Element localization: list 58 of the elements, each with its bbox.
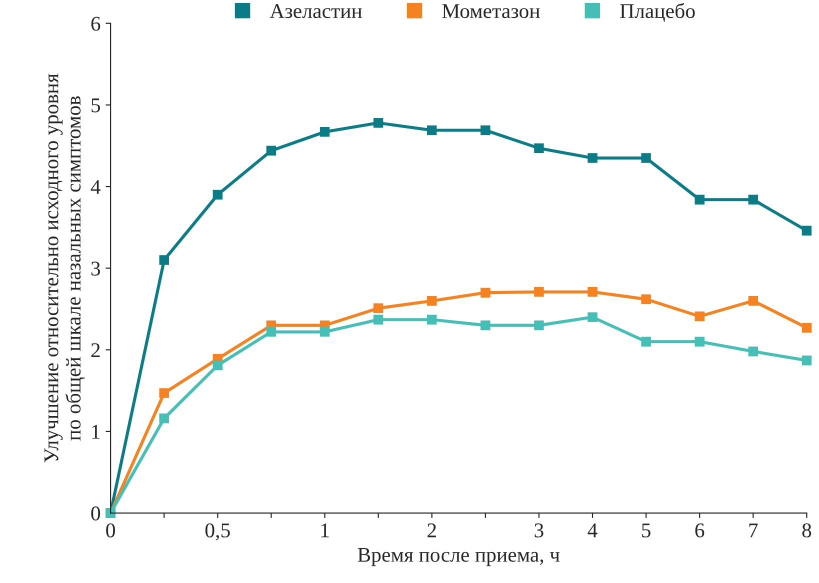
x-tick-label: 7 [749,524,758,538]
y-tick-label: 3 [91,262,100,276]
point [373,118,384,128]
point [427,296,437,306]
legend-label: Плацебо [620,2,695,22]
point [427,125,437,136]
point [320,127,330,137]
x-tick-label: 0 [106,523,115,538]
point [641,153,651,163]
x-tick-label: 5 [642,524,650,538]
point [641,336,651,346]
y-tick-label: 6 [91,16,100,31]
point [159,388,169,398]
point [480,320,490,330]
x-tick-label: 8 [802,523,812,538]
point [694,336,704,346]
x-axis-title: Время после приема, ч [358,548,560,566]
point [212,360,223,370]
legend-label: Азеластин [270,4,362,18]
point [373,314,384,324]
point [320,326,330,337]
point [748,296,758,306]
point [694,311,704,322]
point [802,322,812,333]
point [266,326,276,337]
point [802,226,812,236]
y-tick-label: 2 [91,343,100,358]
y-tick-label: 4 [90,180,101,194]
point [159,414,169,424]
point [748,346,758,356]
x-tick-label: 0,5 [205,523,230,540]
y-tick-label: 1 [92,424,100,439]
point [802,356,812,366]
x-tick-label: 6 [695,523,704,538]
x-tick-label: 1 [321,523,329,538]
y-axis-title: Улучшение относительно исходного уровня по общей шкале назальных симптомов [44,74,85,462]
point [534,143,544,154]
point [159,255,169,265]
point [534,286,544,297]
point [427,314,437,324]
y-tick-label: 5 [92,98,100,112]
point [266,146,276,156]
point [588,286,598,297]
y-tick-label: 0 [91,506,100,520]
point [641,294,651,304]
point [480,125,490,136]
point [588,312,598,322]
legend-label: Мометазон [442,4,540,18]
point [480,288,490,298]
point [694,194,704,204]
x-tick-label: 3 [534,523,544,538]
point [373,303,384,314]
point [212,190,223,200]
point [534,320,544,330]
x-tick-label: 4 [588,524,598,538]
point [748,194,758,204]
x-tick-label: 2 [428,523,436,538]
point [588,153,598,163]
